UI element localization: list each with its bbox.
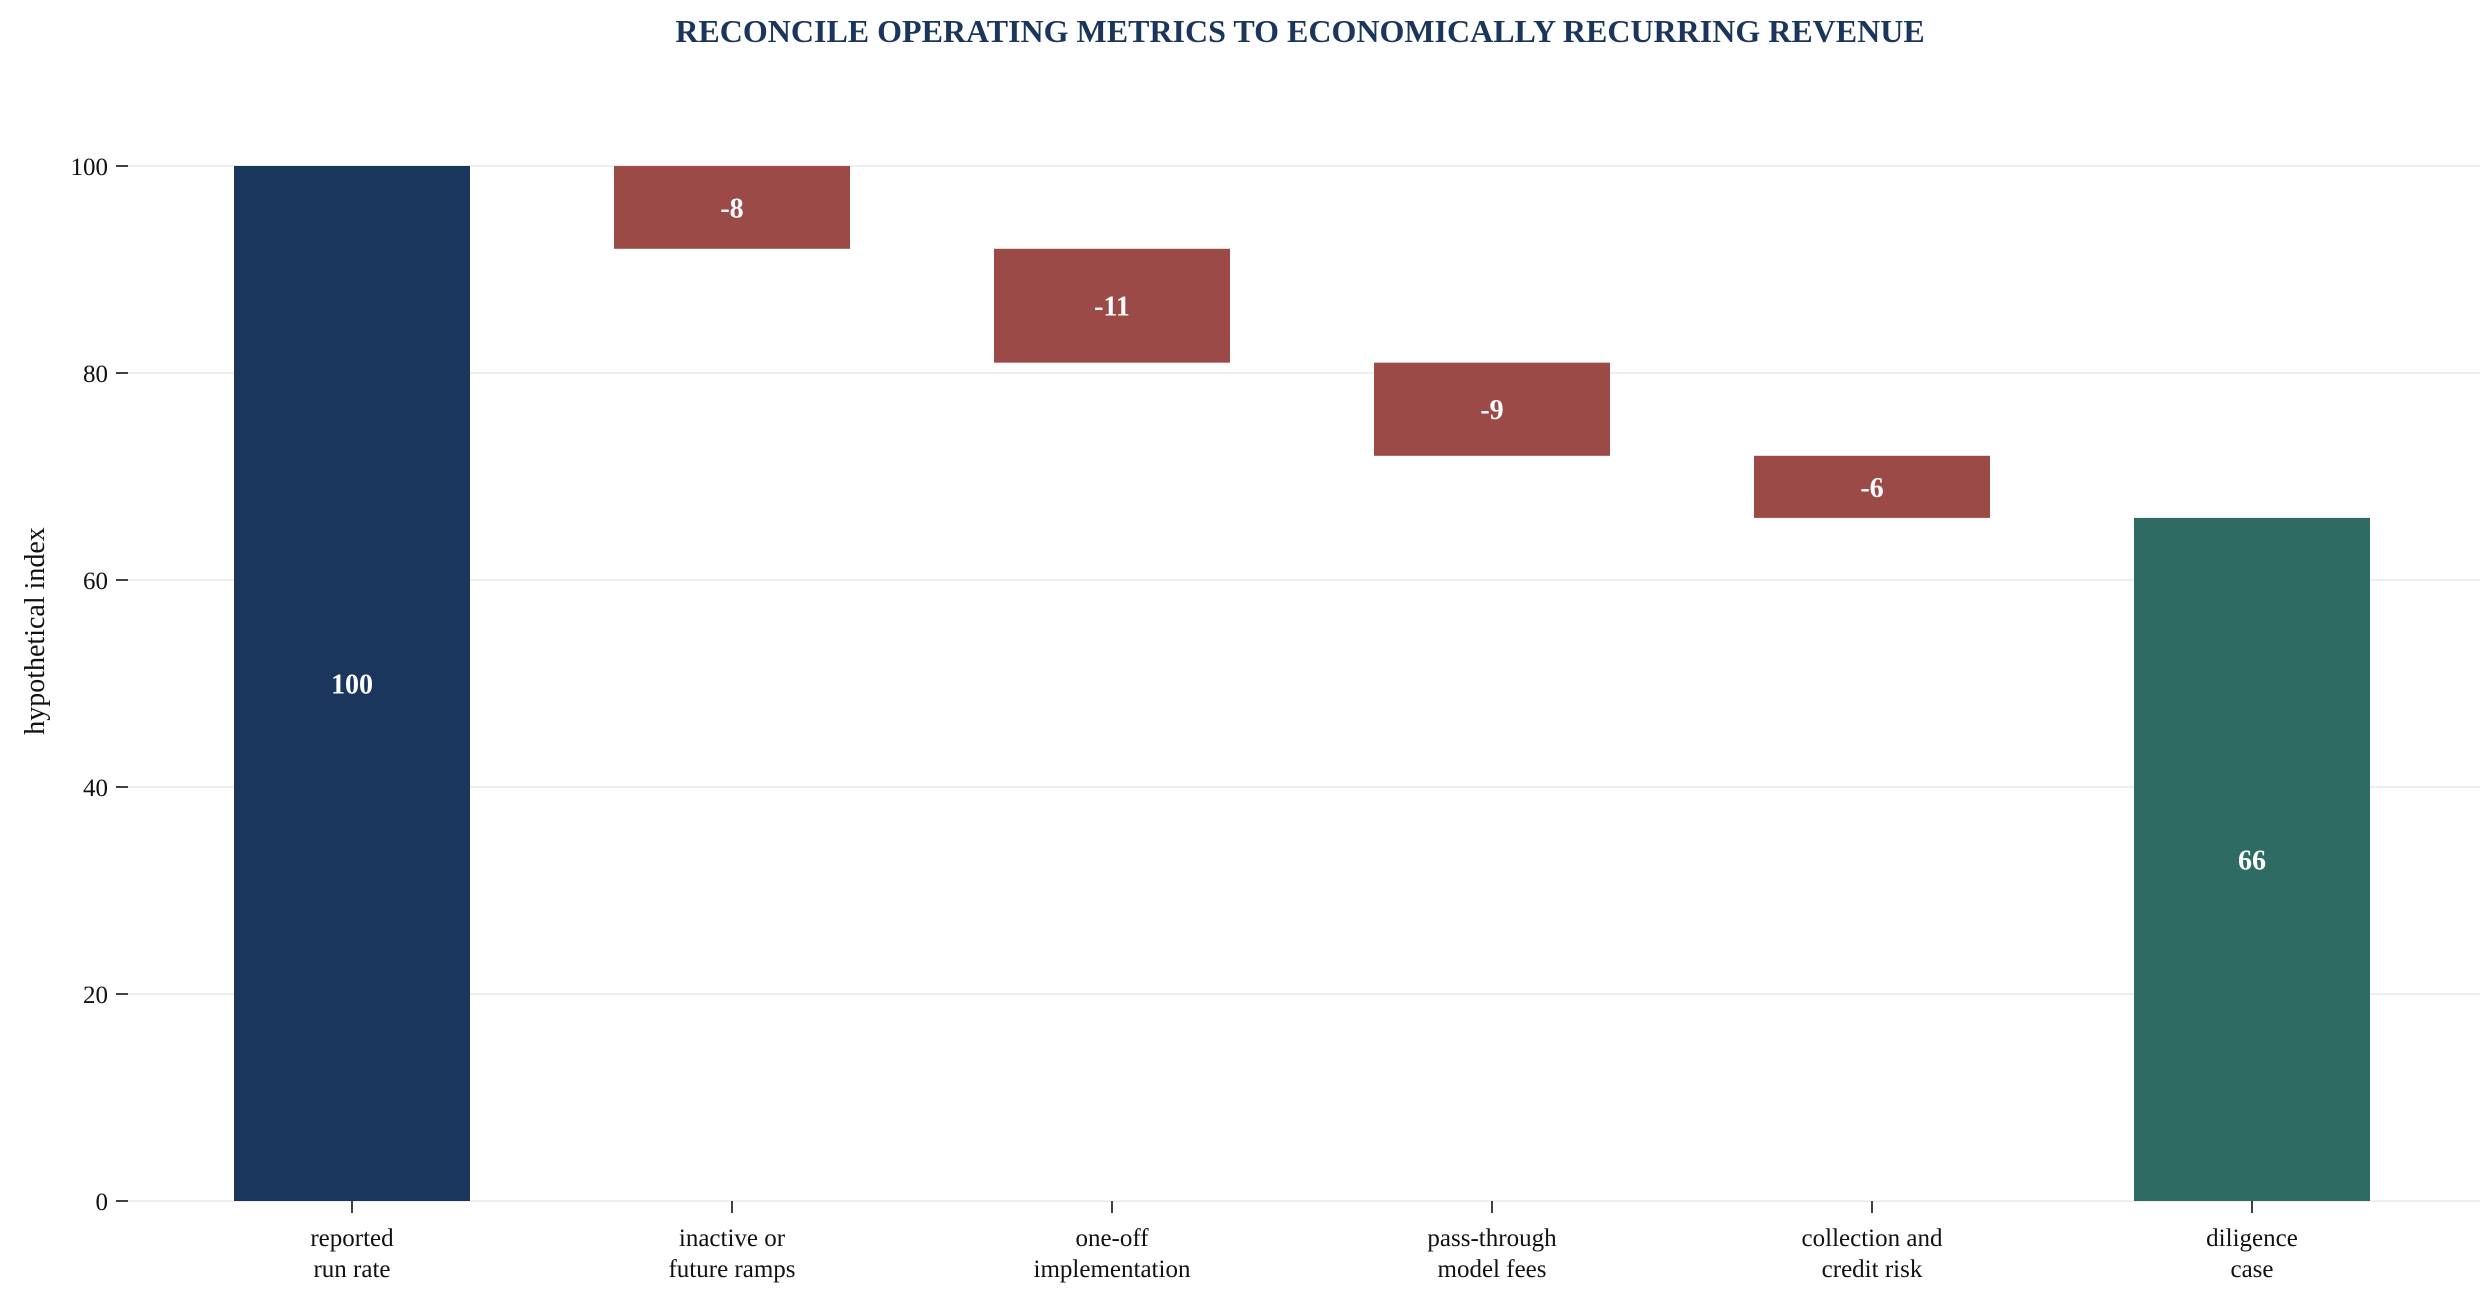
data-labels-layer: 100 -8 -11 -9 -6 66 [331, 193, 2266, 876]
bar-value-label: 66 [2238, 845, 2266, 876]
x-tick-label: credit risk [1822, 1256, 1923, 1283]
chart-title: RECONCILE OPERATING METRICS TO ECONOMICA… [675, 13, 1924, 49]
x-tick-label: collection and [1802, 1225, 1943, 1252]
x-tick-label: implementation [1034, 1256, 1191, 1283]
y-tick-label: 80 [83, 361, 108, 388]
decrease-bar [1754, 455, 1990, 518]
total-bar [234, 166, 470, 1201]
x-tick-label: case [2230, 1256, 2273, 1283]
y-tick-label: 40 [83, 775, 108, 802]
decrease-bar [614, 166, 850, 249]
grid-layer [128, 165, 2480, 1202]
x-tick-label: model fees [1438, 1256, 1547, 1283]
bars-layer [234, 166, 2370, 1201]
x-tick-label: one-off [1075, 1225, 1149, 1252]
y-tick-label: 0 [96, 1189, 109, 1216]
y-axis: 0 20 40 60 80 100 [71, 154, 128, 1216]
x-tick-label: inactive or [679, 1225, 786, 1252]
bar-value-label: -9 [1480, 395, 1503, 426]
bar-value-label: -6 [1860, 473, 1883, 504]
y-tick-label: 20 [83, 982, 108, 1009]
y-tick-label: 100 [71, 154, 109, 181]
bar-value-label: -8 [720, 193, 743, 224]
bar-value-label: 100 [331, 670, 373, 701]
decrease-bar [994, 248, 1230, 363]
x-tick-label: future ramps [668, 1256, 795, 1283]
x-tick-label: reported [310, 1225, 394, 1252]
decrease-bar [1374, 362, 1610, 456]
y-axis-label: hypothetical index [20, 527, 51, 735]
y-tick-label: 60 [83, 568, 108, 595]
x-tick-label: diligence [2206, 1225, 2298, 1252]
total-bar [2134, 517, 2370, 1201]
bar-value-label: -11 [1094, 292, 1130, 323]
x-axis: reported run rate inactive or future ramps o… [310, 1201, 2298, 1283]
x-tick-label: run rate [313, 1256, 390, 1283]
x-tick-label: pass-through [1427, 1225, 1557, 1252]
